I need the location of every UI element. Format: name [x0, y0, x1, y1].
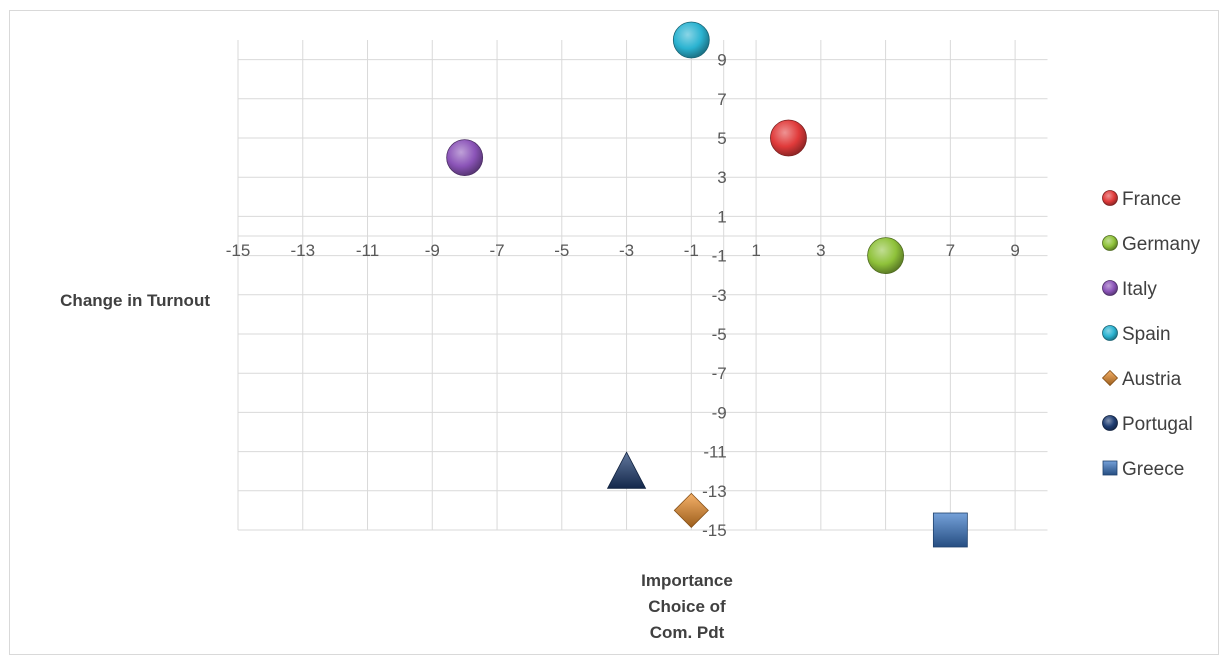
y-tick-label: -5 — [712, 325, 727, 344]
legend-entry-austria: Austria — [1101, 369, 1182, 390]
y-tick-label: -1 — [712, 247, 727, 266]
data-point-greece — [932, 512, 968, 548]
legend-marker-spain — [1102, 325, 1118, 341]
y-tick-label: -13 — [702, 482, 727, 501]
legend-marker-greece — [1102, 460, 1118, 476]
data-points — [446, 21, 968, 548]
y-axis-title-line: Com. Pdt — [650, 623, 725, 642]
legend-marker-germany — [1102, 235, 1118, 251]
x-tick-label: -15 — [226, 241, 251, 260]
legend-entry-germany: Germany — [1102, 234, 1201, 255]
x-axis-title: Change in Turnout — [60, 291, 210, 310]
y-axis-title-line: Choice of — [648, 597, 726, 616]
x-tick-label: 9 — [1010, 241, 1019, 260]
legend-entry-spain: Spain — [1102, 324, 1171, 345]
tick-labels: -15-13-11-9-7-5-3-113579-15-13-11-9-7-5-… — [226, 51, 1020, 540]
legend-entry-portugal: Portugal — [1102, 414, 1193, 435]
y-tick-label: 9 — [717, 51, 726, 70]
legend: France Germany Italy Spain Austria Portugal Gr… — [1101, 189, 1201, 480]
data-point-austria — [673, 492, 709, 528]
x-tick-label: -5 — [554, 241, 569, 260]
data-point-france — [770, 119, 807, 157]
grid — [237, 40, 1048, 531]
legend-entry-greece: Greece — [1102, 459, 1184, 480]
data-point-italy — [446, 139, 484, 177]
x-tick-label: 1 — [751, 241, 760, 260]
x-tick-label: -3 — [619, 241, 634, 260]
data-point-portugal — [606, 451, 647, 489]
x-tick-label: -9 — [425, 241, 440, 260]
legend-label: France — [1122, 189, 1181, 210]
legend-marker-portugal — [1102, 415, 1118, 431]
chart-frame — [9, 10, 1219, 655]
y-tick-label: -3 — [712, 286, 727, 305]
legend-label: Italy — [1122, 279, 1157, 300]
y-tick-label: 1 — [717, 207, 726, 226]
legend-marker-austria — [1101, 369, 1119, 387]
y-tick-label: -15 — [702, 521, 727, 540]
x-tick-label: -11 — [356, 241, 379, 260]
data-point-germany — [867, 237, 904, 275]
x-tick-label: -13 — [290, 241, 315, 260]
x-tick-label: -1 — [684, 241, 699, 260]
y-tick-label: 5 — [717, 129, 726, 148]
y-tick-label: -11 — [703, 443, 726, 462]
data-point-spain — [672, 21, 710, 59]
legend-entry-italy: Italy — [1102, 279, 1157, 300]
legend-marker-france — [1102, 190, 1118, 206]
x-tick-label: 3 — [816, 241, 825, 260]
legend-label: Germany — [1122, 234, 1201, 255]
legend-label: Austria — [1122, 369, 1182, 390]
x-tick-label: 7 — [946, 241, 955, 260]
y-tick-label: 3 — [717, 168, 726, 187]
y-axis-title-line: Importance — [641, 571, 733, 590]
y-tick-label: -7 — [712, 364, 727, 383]
legend-label: Greece — [1122, 459, 1184, 480]
x-tick-label: -7 — [489, 241, 504, 260]
y-tick-label: -9 — [712, 403, 727, 422]
legend-label: Spain — [1122, 324, 1171, 345]
legend-marker-italy — [1102, 280, 1118, 296]
y-tick-label: 7 — [717, 90, 726, 109]
legend-entry-france: France — [1102, 189, 1181, 210]
axis-titles: Change in Turnout Importance Choice of Com.… — [60, 291, 733, 642]
legend-label: Portugal — [1122, 414, 1193, 435]
